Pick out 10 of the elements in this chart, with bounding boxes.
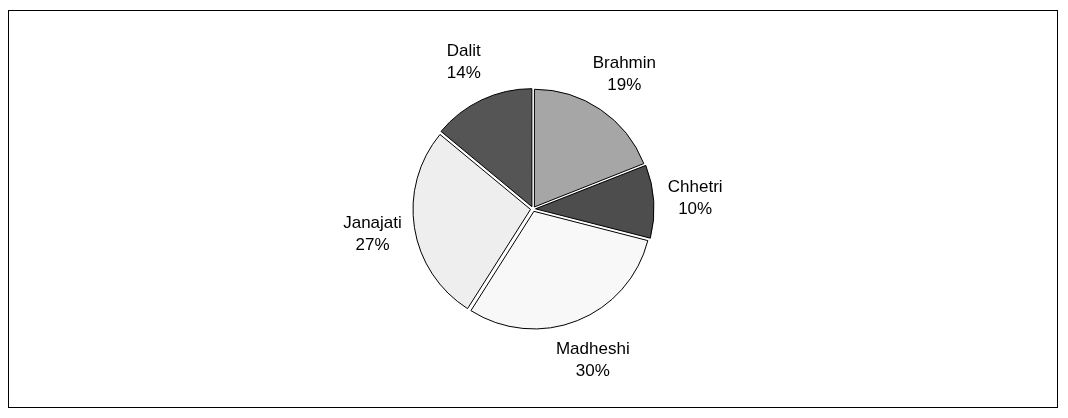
data-label: 27% bbox=[355, 235, 390, 255]
slice-label: Chhetri bbox=[667, 177, 723, 197]
data-label: 19% bbox=[607, 75, 642, 95]
data-label: 14% bbox=[446, 62, 481, 82]
slice-label: Dalit bbox=[446, 40, 482, 60]
data-label: 30% bbox=[575, 360, 610, 380]
slice-label: Madheshi bbox=[555, 338, 630, 358]
data-label: 10% bbox=[678, 199, 713, 219]
slice-label: Janajati bbox=[343, 213, 402, 233]
slice-label: Brahmin bbox=[592, 53, 656, 73]
